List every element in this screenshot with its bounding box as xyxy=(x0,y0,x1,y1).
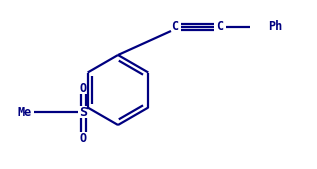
Text: S: S xyxy=(79,105,87,118)
Text: Me: Me xyxy=(18,105,32,118)
Text: O: O xyxy=(80,131,87,144)
Text: C: C xyxy=(217,20,223,33)
Text: C: C xyxy=(171,20,178,33)
Text: O: O xyxy=(80,81,87,94)
Text: Ph: Ph xyxy=(268,20,282,33)
